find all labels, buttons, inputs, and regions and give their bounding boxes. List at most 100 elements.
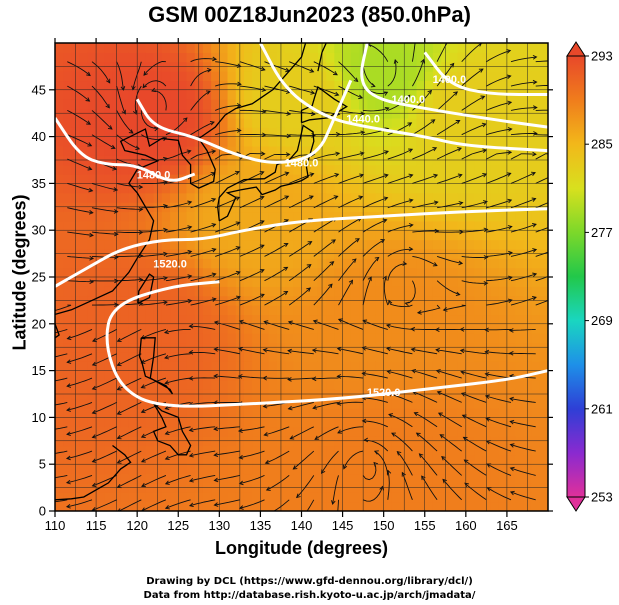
temperature-cell xyxy=(350,258,360,269)
temperature-cell xyxy=(71,323,81,334)
streamline-arrowhead xyxy=(287,348,292,354)
temperature-cell xyxy=(63,426,73,437)
streamline-arrowhead xyxy=(358,195,364,200)
streamline-arrowhead xyxy=(143,71,148,76)
temperature-cell xyxy=(457,436,467,447)
temperature-cell xyxy=(112,314,122,325)
temperature-cell xyxy=(71,202,81,213)
temperature-cell xyxy=(441,267,450,278)
temperature-cell xyxy=(482,454,492,465)
temperature-cell xyxy=(482,117,492,128)
temperature-cell xyxy=(408,192,418,203)
y-tick-label: 30 xyxy=(32,223,46,238)
temperature-cell xyxy=(539,108,548,119)
temperature-cell xyxy=(63,295,73,306)
temperature-cell xyxy=(424,277,434,287)
temperature-cell xyxy=(293,127,303,138)
temperature-cell xyxy=(55,342,64,353)
temperature-cell xyxy=(350,379,360,390)
temperature-cell xyxy=(178,389,188,400)
streamline-arrowhead xyxy=(236,128,242,133)
temperature-cell xyxy=(408,454,418,465)
temperature-cell xyxy=(350,473,360,484)
temperature-cell xyxy=(416,417,426,428)
streamline xyxy=(364,439,389,452)
streamline xyxy=(442,479,463,501)
temperature-cell xyxy=(416,145,426,156)
temperature-cell xyxy=(367,239,377,250)
temperature-cell xyxy=(482,127,492,138)
temperature-cell xyxy=(276,351,286,362)
temperature-cell xyxy=(260,192,270,203)
temperature-cell xyxy=(268,230,278,241)
temperature-cell xyxy=(120,417,130,428)
temperature-cell xyxy=(326,389,335,400)
temperature-cell xyxy=(375,482,385,493)
temperature-cell xyxy=(432,230,442,241)
temperature-cell xyxy=(120,99,130,110)
temperature-cell xyxy=(71,267,81,278)
temperature-cell xyxy=(137,202,146,213)
temperature-cell xyxy=(424,80,434,91)
temperature-cell xyxy=(235,183,245,194)
temperature-cell xyxy=(506,445,516,456)
streamline xyxy=(363,107,389,112)
temperature-cell xyxy=(400,52,409,63)
streamline-arrowhead xyxy=(259,195,265,200)
streamline xyxy=(214,321,241,330)
temperature-cell xyxy=(293,333,303,344)
temperature-cell xyxy=(482,267,492,278)
temperature-cell xyxy=(432,99,442,110)
temperature-cell xyxy=(170,192,179,203)
streamline-arrowhead xyxy=(408,223,414,228)
temperature-cell xyxy=(71,89,81,100)
temperature-cell xyxy=(285,408,294,418)
temperature-cell xyxy=(186,127,196,138)
temperature-cell xyxy=(531,323,541,334)
temperature-cell xyxy=(128,305,138,316)
temperature-cell xyxy=(112,108,122,119)
streamline xyxy=(387,370,413,379)
temperature-cell xyxy=(178,464,188,475)
temperature-cell xyxy=(531,127,541,138)
temperature-cell xyxy=(391,454,401,465)
height-contour xyxy=(360,43,548,129)
temperature-cell xyxy=(276,239,286,250)
temperature-cell xyxy=(186,211,196,222)
temperature-cell xyxy=(424,202,434,213)
streamline xyxy=(214,375,240,379)
temperature-cell xyxy=(252,202,262,213)
temperature-cell xyxy=(359,464,368,475)
temperature-cell xyxy=(161,389,171,400)
temperature-cell xyxy=(178,445,188,456)
temperature-cell xyxy=(309,417,319,428)
temperature-cell xyxy=(112,492,122,503)
temperature-cell xyxy=(268,239,278,250)
temperature-cell xyxy=(112,136,122,147)
temperature-cell xyxy=(79,267,89,278)
streamline-arrowhead xyxy=(337,318,343,323)
streamline-arrowhead xyxy=(361,346,367,351)
temperature-cell xyxy=(317,211,327,222)
temperature-cell xyxy=(211,492,220,503)
temperature-cell xyxy=(400,408,409,418)
temperature-cell xyxy=(400,174,409,184)
temperature-cell xyxy=(243,52,253,63)
streamline-arrowhead xyxy=(107,125,113,130)
temperature-cell xyxy=(276,361,286,372)
streamline-arrowhead xyxy=(386,346,391,352)
streamline-arrowhead xyxy=(334,172,340,178)
temperature-cell xyxy=(334,117,344,128)
temperature-cell xyxy=(202,351,212,362)
temperature-cell xyxy=(490,482,500,493)
temperature-cell xyxy=(104,267,114,278)
temperature-cell xyxy=(474,361,483,372)
temperature-cell xyxy=(490,164,500,175)
temperature-cell xyxy=(490,258,500,269)
temperature-cell xyxy=(441,408,450,418)
temperature-cell xyxy=(186,361,196,372)
temperature-cell xyxy=(416,370,426,381)
temperature-cell xyxy=(137,183,146,194)
temperature-cell xyxy=(235,417,245,428)
temperature-cell xyxy=(317,398,327,409)
